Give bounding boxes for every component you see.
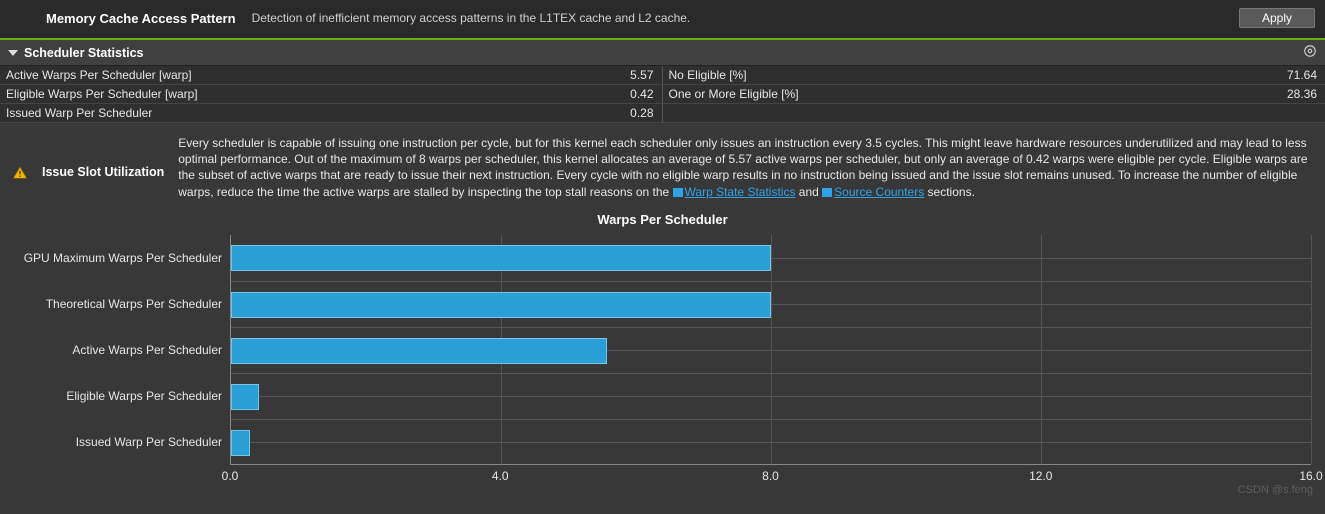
warp-state-statistics-link[interactable]: Warp State Statistics	[685, 185, 796, 199]
y-category-label: Theoretical Warps Per Scheduler	[14, 281, 230, 327]
chart-bar	[231, 430, 250, 456]
chart-row	[231, 235, 1311, 281]
stats-label: No Eligible [%]	[669, 68, 1279, 82]
stats-value: 5.57	[622, 68, 653, 82]
link-icon	[673, 188, 683, 197]
link-icon	[822, 188, 832, 197]
collapse-icon	[8, 50, 18, 56]
chart-row	[231, 373, 1311, 419]
warps-per-scheduler-chart: Warps Per Scheduler GPU Maximum Warps Pe…	[0, 206, 1325, 487]
page-title: Memory Cache Access Pattern	[46, 11, 236, 26]
chart-bar	[231, 245, 771, 271]
x-tick-label: 0.0	[222, 469, 239, 483]
stats-table: Active Warps Per Scheduler [warp]5.57No …	[0, 66, 1325, 123]
issue-text: Every scheduler is capable of issuing on…	[178, 135, 1313, 200]
warning-icon	[12, 165, 28, 181]
stats-cell: Active Warps Per Scheduler [warp]5.57	[0, 66, 663, 85]
source-counters-link[interactable]: Source Counters	[834, 185, 924, 199]
chart-bar	[231, 338, 607, 364]
issue-text-part3: sections.	[924, 185, 975, 199]
stats-label: One or More Eligible [%]	[669, 87, 1279, 101]
chart-plot	[230, 235, 1311, 465]
chart-row	[231, 327, 1311, 373]
chart-row	[231, 419, 1311, 465]
issue-text-part2: and	[795, 185, 822, 199]
stats-label: Issued Warp Per Scheduler	[6, 106, 622, 120]
issue-slot-utilization-block: Issue Slot Utilization Every scheduler i…	[0, 123, 1325, 206]
chart-row	[231, 281, 1311, 327]
stats-value: 0.42	[622, 87, 653, 101]
y-category-label: Eligible Warps Per Scheduler	[14, 373, 230, 419]
x-tick-label: 4.0	[492, 469, 509, 483]
x-tick-label: 16.0	[1299, 469, 1322, 483]
stats-label	[669, 106, 1310, 120]
y-category-label: Active Warps Per Scheduler	[14, 327, 230, 373]
issue-title: Issue Slot Utilization	[42, 165, 164, 179]
chart-bar	[231, 384, 259, 410]
section-header[interactable]: Scheduler Statistics	[0, 40, 1325, 66]
stats-value: 28.36	[1279, 87, 1317, 101]
y-category-label: GPU Maximum Warps Per Scheduler	[14, 235, 230, 281]
stats-value: 0.28	[622, 106, 653, 120]
page-description: Detection of inefficient memory access p…	[252, 11, 691, 25]
stats-cell: No Eligible [%]71.64	[663, 66, 1325, 85]
chart-title: Warps Per Scheduler	[14, 212, 1311, 227]
grid-line	[1311, 235, 1312, 464]
x-tick-label: 12.0	[1029, 469, 1052, 483]
chart-x-labels: 0.04.08.012.016.0	[230, 465, 1311, 487]
settings-icon[interactable]	[1303, 44, 1317, 61]
section-title: Scheduler Statistics	[24, 46, 144, 60]
stats-value: 71.64	[1279, 68, 1317, 82]
y-category-label: Issued Warp Per Scheduler	[14, 419, 230, 465]
header: Memory Cache Access Pattern Detection of…	[0, 0, 1325, 38]
stats-cell: One or More Eligible [%]28.36	[663, 85, 1325, 104]
stats-label: Active Warps Per Scheduler [warp]	[6, 68, 622, 82]
stats-cell: Eligible Warps Per Scheduler [warp]0.42	[0, 85, 663, 104]
stats-cell	[663, 104, 1325, 123]
stats-value	[1309, 106, 1317, 120]
apply-button[interactable]: Apply	[1239, 8, 1315, 28]
chart-y-labels: GPU Maximum Warps Per SchedulerTheoretic…	[14, 235, 230, 465]
stats-label: Eligible Warps Per Scheduler [warp]	[6, 87, 622, 101]
x-tick-label: 8.0	[762, 469, 779, 483]
stats-cell: Issued Warp Per Scheduler0.28	[0, 104, 663, 123]
chart-bar	[231, 292, 771, 318]
